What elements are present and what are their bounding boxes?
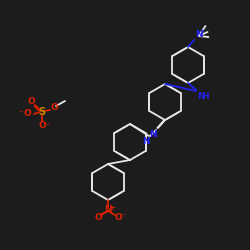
Text: O: O	[27, 96, 35, 106]
Text: +: +	[109, 205, 115, 211]
Text: ⁻: ⁻	[121, 212, 125, 220]
Text: O: O	[38, 122, 46, 130]
Text: S: S	[38, 107, 46, 117]
Text: O: O	[50, 102, 58, 112]
Text: H: H	[202, 92, 208, 101]
Text: ⁺: ⁺	[200, 28, 204, 37]
Text: O: O	[114, 212, 122, 222]
Text: O: O	[23, 110, 31, 118]
Text: O: O	[94, 212, 102, 222]
Text: N: N	[197, 92, 204, 101]
Text: N: N	[142, 137, 150, 146]
Text: ⁻: ⁻	[46, 122, 50, 130]
Text: N: N	[195, 30, 202, 39]
Text: N: N	[150, 130, 157, 139]
Text: ⁻: ⁻	[19, 108, 23, 118]
Text: N: N	[104, 204, 112, 214]
